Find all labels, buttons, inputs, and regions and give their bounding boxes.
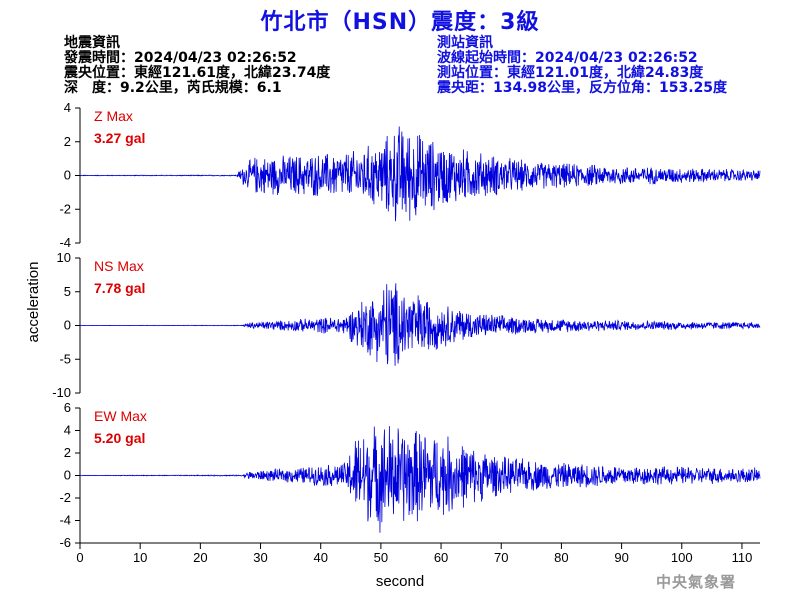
y-tick-label: 4 (64, 100, 71, 115)
trace-ew (79, 426, 761, 533)
panel-max-z: 3.27 gal (94, 130, 145, 146)
x-tick-label: 60 (434, 550, 448, 565)
y-tick-label: -4 (59, 235, 71, 250)
y-tick-label: -5 (59, 351, 71, 366)
y-tick-label: 4 (64, 423, 71, 438)
quake-time: 發震時間：2024/04/23 02:26:52 (64, 50, 297, 66)
quake-depth-magnitude: 深 度：9.2公里，芮氏規模：6.1 (64, 80, 282, 96)
y-tick-label: 0 (64, 318, 71, 333)
y-tick-label: 2 (64, 134, 71, 149)
x-tick-label: 100 (671, 550, 693, 565)
panel-label-z: Z Max (94, 108, 133, 124)
quake-epicenter: 震央位置：東經121.61度，北緯23.74度 (64, 65, 331, 81)
y-tick-label: 0 (64, 168, 71, 183)
y-tick-label: 6 (64, 400, 71, 415)
x-tick-label: 0 (76, 550, 83, 565)
trace-z (79, 126, 761, 222)
x-tick-label: 90 (614, 550, 628, 565)
x-axis-label: second (376, 573, 424, 590)
station-info-heading: 測站資訊 (437, 35, 493, 51)
y-tick-label: 10 (57, 250, 71, 265)
quake-info-heading: 地震資訊 (64, 35, 120, 51)
x-tick-label: 70 (494, 550, 508, 565)
agency-watermark: 中央氣象署 (656, 573, 737, 591)
panel-label-ns: NS Max (94, 258, 144, 274)
y-tick-label: -4 (59, 513, 71, 528)
x-tick-label: 30 (253, 550, 267, 565)
station-location: 測站位置：東經121.01度，北緯24.83度 (437, 65, 704, 81)
y-tick-label: 0 (64, 468, 71, 483)
x-tick-label: 110 (732, 550, 753, 565)
x-tick-label: 50 (374, 550, 388, 565)
panel-label-ew: EW Max (94, 408, 147, 424)
y-tick-label: 2 (64, 445, 71, 460)
station-distance: 震央距：134.98公里，反方位角：153.25度 (437, 80, 728, 96)
x-tick-label: 40 (313, 550, 327, 565)
x-tick-label: 80 (554, 550, 568, 565)
y-tick-label: 5 (64, 284, 71, 299)
station-wave-start: 波線起始時間：2024/04/23 02:26:52 (437, 50, 698, 66)
y-axis-label: acceleration (25, 262, 42, 343)
trace-ns (79, 283, 761, 366)
y-tick-label: -6 (59, 535, 71, 550)
chart-title: 竹北市（HSN）震度：3級 (260, 10, 540, 35)
station-info: 測站資訊 波線起始時間：2024/04/23 02:26:52 測站位置：東經1… (437, 36, 727, 96)
quake-info: 地震資訊 發震時間：2024/04/23 02:26:52 震央位置：東經121… (64, 36, 330, 96)
x-tick-label: 10 (133, 550, 147, 565)
panel-max-ew: 5.20 gal (94, 430, 145, 446)
x-tick-label: 20 (193, 550, 207, 565)
y-tick-label: -2 (59, 201, 71, 216)
panel-max-ns: 7.78 gal (94, 280, 145, 296)
y-tick-label: -10 (52, 385, 71, 400)
y-tick-label: -2 (59, 490, 71, 505)
